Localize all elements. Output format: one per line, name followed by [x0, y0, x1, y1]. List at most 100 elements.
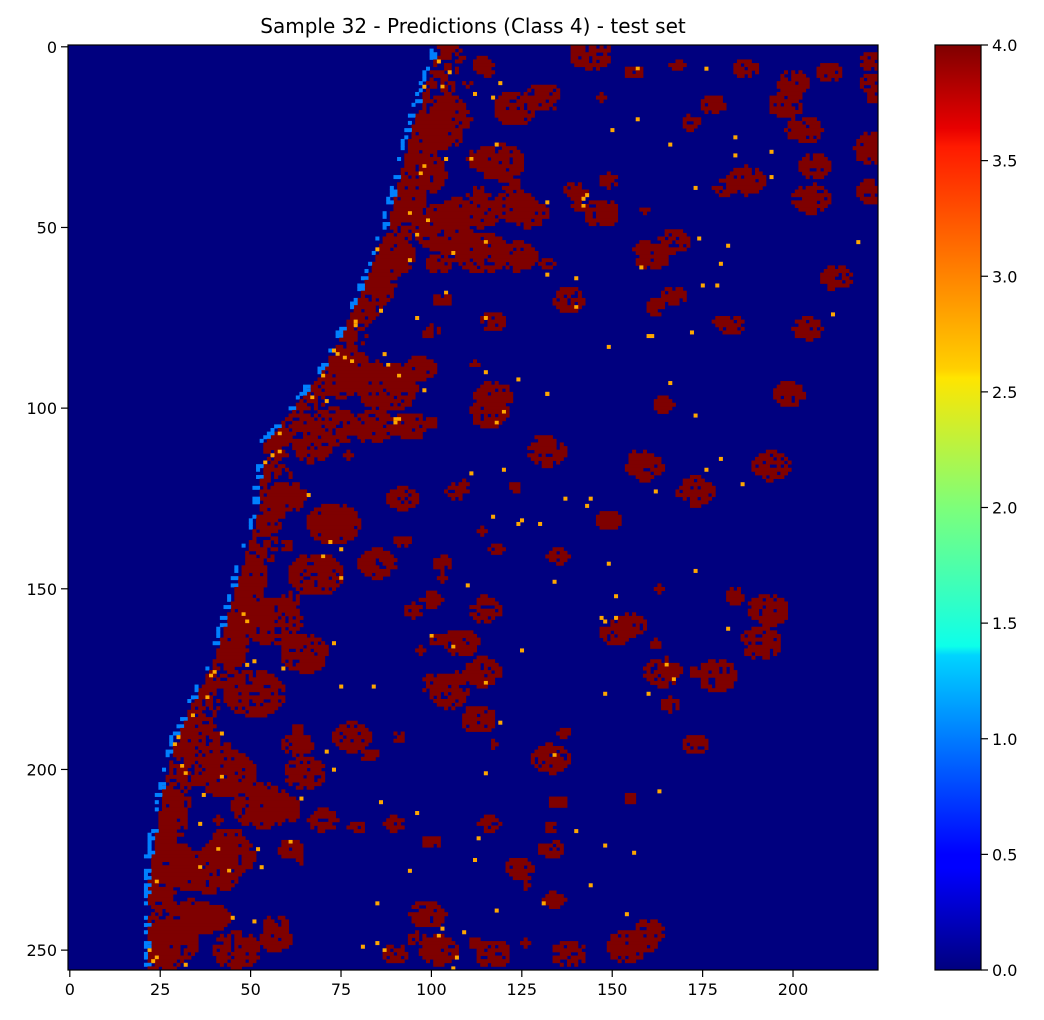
heatmap-cell: [433, 222, 496, 227]
heatmap-cell: [650, 644, 662, 649]
heatmap-cell: [350, 305, 355, 310]
heatmap-cell: [270, 547, 279, 552]
heatmap-cell: [473, 391, 488, 396]
heatmap-cell: [190, 713, 195, 718]
heatmap-cell: [418, 597, 445, 602]
heatmap-cell: [552, 839, 561, 844]
heatmap-cell: [407, 937, 412, 942]
heatmap-cell: [773, 648, 781, 653]
heatmap-cell: [722, 666, 727, 671]
heatmap-cell: [440, 579, 445, 584]
x-axis: 0 25 50 75 100 125 150 175 200: [65, 970, 808, 999]
heatmap-cell: [780, 77, 788, 82]
heatmap-cell: [465, 583, 470, 588]
heatmap-cell: [154, 847, 192, 852]
heatmap-cell: [219, 962, 224, 967]
heatmap-cell: [646, 662, 655, 667]
heatmap-cell: [798, 164, 832, 169]
heatmap-cell: [849, 272, 854, 277]
heatmap-cell: [310, 532, 318, 537]
heatmap-cell: [158, 785, 167, 790]
heatmap-cell: [595, 518, 622, 523]
heatmap-cell: [187, 803, 192, 808]
heatmap-cell: [473, 59, 492, 64]
heatmap-cell: [635, 66, 640, 71]
heatmap-cell: [440, 48, 456, 53]
heatmap-cell: [209, 782, 253, 787]
heatmap-cell: [661, 240, 673, 245]
heatmap-cell: [628, 955, 644, 960]
heatmap-cell: [559, 847, 564, 852]
heatmap-cell: [704, 95, 723, 100]
heatmap-cell: [364, 279, 391, 284]
heatmap-cell: [585, 66, 593, 71]
heatmap-cell: [176, 756, 181, 761]
heatmap-cell: [378, 417, 394, 422]
heatmap-cell: [820, 272, 839, 277]
heatmap-cell: [635, 474, 655, 479]
heatmap-cell: [335, 334, 344, 339]
heatmap-cell: [726, 590, 741, 595]
heatmap-cell: [234, 590, 264, 595]
heatmap-cell: [389, 955, 402, 960]
heatmap-cell: [407, 912, 449, 917]
heatmap-cell: [682, 489, 716, 494]
heatmap-cell: [342, 424, 383, 429]
heatmap-cell: [259, 626, 275, 631]
heatmap-cell: [820, 207, 825, 212]
heatmap-cell: [639, 919, 647, 924]
heatmap-cell: [606, 344, 611, 349]
heatmap-cell: [798, 138, 817, 143]
heatmap-cell: [259, 630, 268, 635]
heatmap-cell: [433, 63, 438, 68]
heatmap-cell: [480, 424, 499, 429]
heatmap-cell: [610, 633, 615, 638]
heatmap-cell: [610, 128, 615, 133]
heatmap-cell: [765, 597, 774, 602]
heatmap-cell: [165, 915, 174, 920]
heatmap-cell: [458, 496, 463, 501]
heatmap-cell: [400, 229, 409, 234]
heatmap-cell: [295, 785, 304, 790]
heatmap-cell: [653, 637, 658, 642]
heatmap-cell: [364, 753, 380, 758]
heatmap-cell: [183, 962, 188, 967]
heatmap-cell: [516, 222, 521, 227]
heatmap-cell: [321, 511, 358, 516]
heatmap-cell: [310, 825, 315, 830]
heatmap-cell: [418, 175, 431, 180]
heatmap-cell: [783, 70, 788, 75]
heatmap-cell: [219, 615, 228, 620]
heatmap-cell: [433, 153, 438, 158]
heatmap-cell: [653, 250, 676, 255]
heatmap-cell: [382, 352, 387, 357]
heatmap-cell: [375, 413, 391, 418]
heatmap-cell: [422, 944, 449, 949]
heatmap-cell: [675, 489, 680, 494]
heatmap-cell: [798, 102, 803, 107]
heatmap-cell: [350, 312, 380, 317]
heatmap-cell: [642, 265, 647, 270]
heatmap-cell: [147, 930, 214, 935]
heatmap-cell: [375, 431, 387, 436]
heatmap-cell: [418, 908, 434, 913]
heatmap-cell: [201, 738, 206, 743]
heatmap-cell: [783, 456, 788, 461]
heatmap-cell: [718, 261, 723, 266]
heatmap-cell: [169, 771, 174, 776]
heatmap-cell: [248, 709, 275, 714]
heatmap-cell: [321, 774, 326, 779]
heatmap-cell: [284, 771, 326, 776]
heatmap-cell: [820, 200, 832, 205]
heatmap-cell: [476, 948, 485, 953]
heatmap-cell: [331, 348, 358, 353]
heatmap-cell: [624, 467, 644, 472]
heatmap-cell: [433, 633, 478, 638]
heatmap-cell: [473, 420, 496, 425]
heatmap-cell: [465, 688, 470, 693]
heatmap-cell: [422, 138, 456, 143]
heatmap-cell: [556, 294, 564, 299]
heatmap-cell: [219, 778, 239, 783]
heatmap-cell: [393, 536, 412, 541]
heatmap-cell: [755, 171, 763, 176]
